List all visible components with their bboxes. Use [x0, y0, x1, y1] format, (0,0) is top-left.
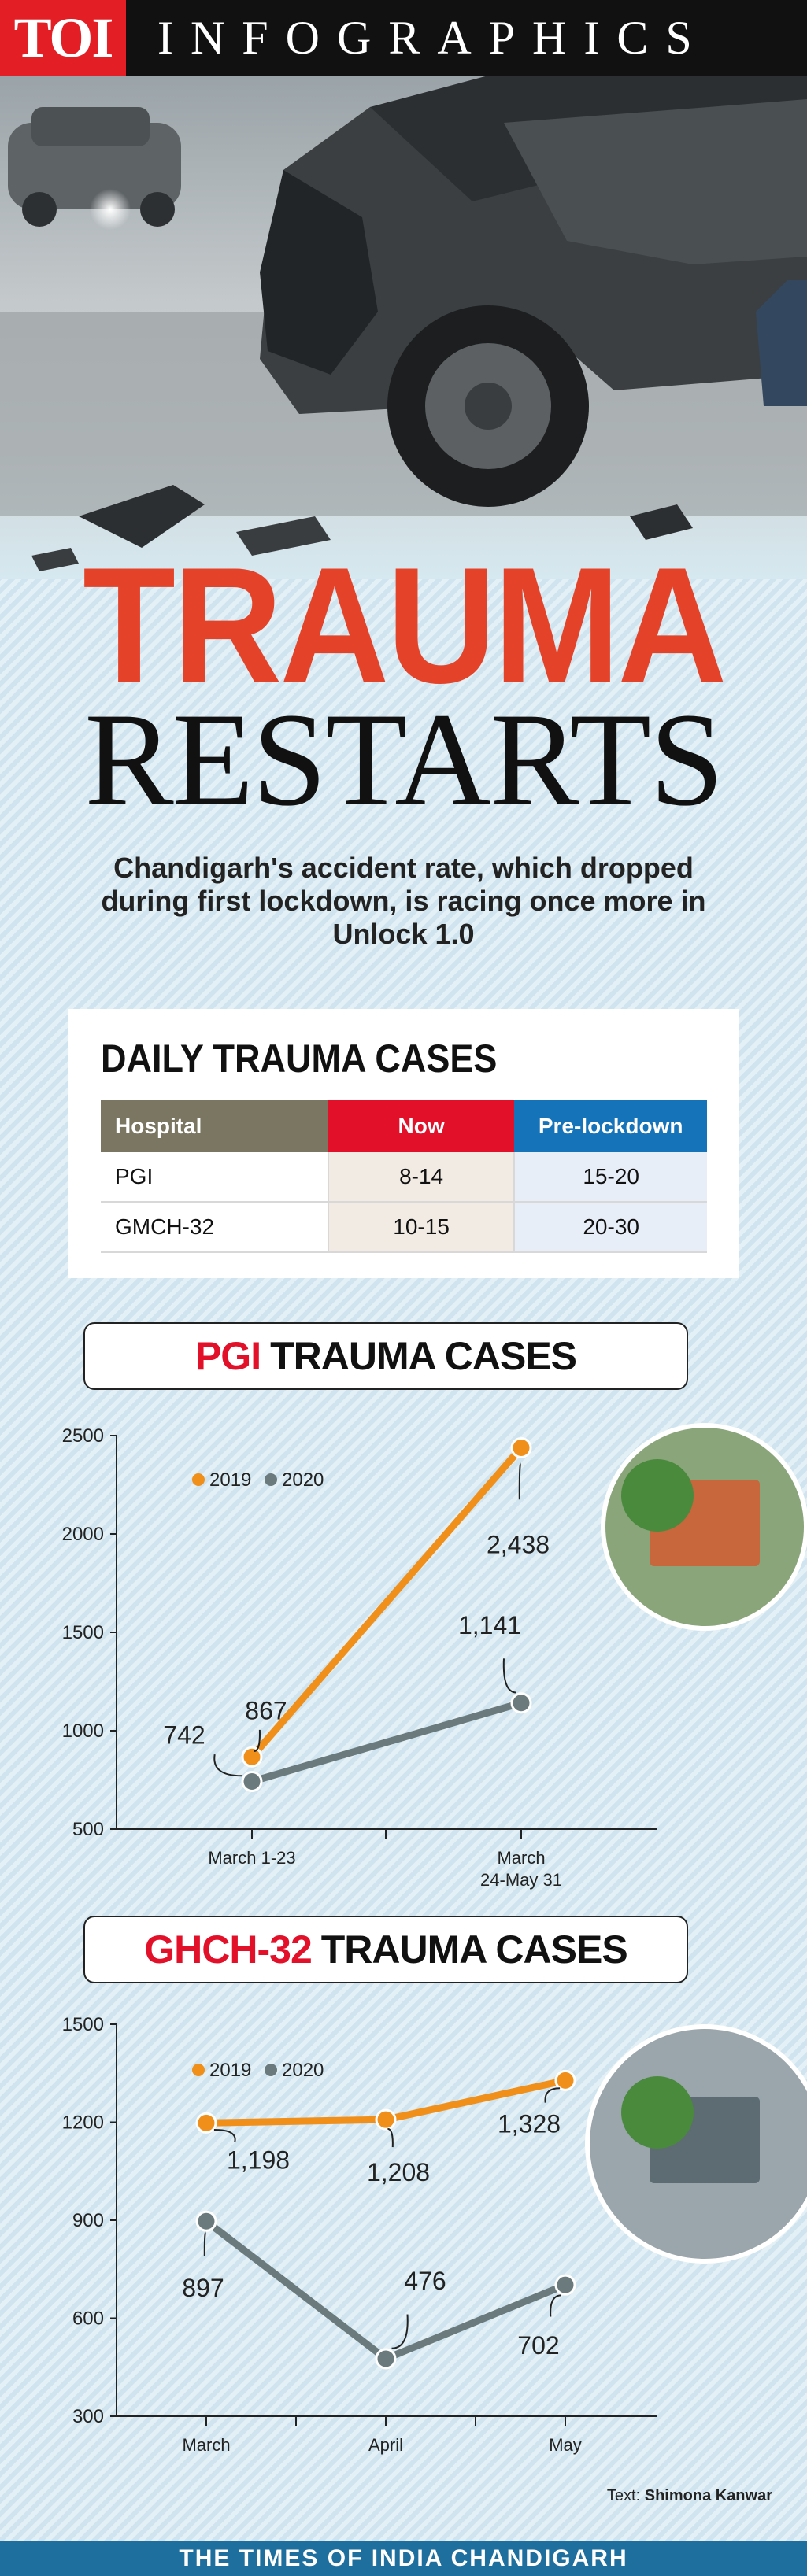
credit: Text: Shimona Kanwar	[607, 2487, 772, 2505]
x-tick-label: May	[549, 2435, 582, 2455]
legend-label: 2019	[209, 1469, 251, 1491]
header-pre-lockdown: Pre-lockdown	[514, 1100, 707, 1152]
pgi-chart-banner: PGI TRAUMA CASES	[83, 1322, 688, 1390]
cell-now: 10-15	[327, 1202, 515, 1253]
credit-prefix: Text:	[606, 2487, 641, 2504]
data-label-2019: 1,198	[227, 2145, 290, 2174]
callout-arrow	[387, 2127, 394, 2148]
data-label-2020: 897	[182, 2274, 224, 2302]
data-point-2019	[375, 2108, 397, 2131]
credit-name: Shimona Kanwar	[644, 2487, 772, 2504]
gmch-banner-red: GHCH-32	[144, 1927, 312, 1972]
data-point-2019	[554, 2069, 576, 2091]
header-bar: TOI INFOGRAPHICS	[0, 0, 807, 76]
x-tick-label: March	[497, 1848, 545, 1868]
x-tick-label: March	[182, 2435, 230, 2455]
y-tick-label: 2500	[62, 1425, 104, 1447]
data-label-2020: 742	[163, 1721, 205, 1750]
data-point-2020	[241, 1771, 263, 1792]
data-label-2020: 702	[517, 2331, 559, 2360]
table-row: GMCH-32 10-15 20-30	[101, 1202, 707, 1253]
header-now: Now	[328, 1100, 515, 1152]
x-tick-label: April	[368, 2435, 403, 2455]
footer-bar: THE TIMES OF INDIA CHANDIGARH	[0, 2541, 807, 2576]
cell-pre-lockdown: 20-30	[513, 1202, 707, 1253]
data-point-2020	[195, 2210, 217, 2232]
y-tick-label: 500	[72, 1819, 104, 1840]
callout-arrow	[254, 1729, 261, 1753]
gmch-trauma-chart: 300 600 900 1200 1500 March April May 2019 2020 1,…	[62, 2014, 807, 2455]
series-line-2019	[249, 1445, 524, 1760]
callout-arrow	[518, 1462, 522, 1500]
callout-arrow	[213, 1754, 242, 1777]
legend-label: 2020	[282, 2060, 324, 2081]
data-point-2020	[554, 2274, 576, 2296]
y-tick-label: 2000	[62, 1524, 104, 1545]
data-point-2019	[510, 1437, 532, 1458]
headline-line2: RESTARTS	[84, 686, 724, 833]
table-title: DAILY TRAUMA CASES	[101, 1037, 498, 1081]
cell-now: 8-14	[327, 1152, 515, 1203]
headline-line1: TRAUMA	[83, 533, 727, 718]
legend-marker	[192, 1473, 205, 1486]
data-label-2019: 1,208	[367, 2158, 430, 2186]
toi-logo: TOI	[0, 0, 126, 76]
legend-label: 2019	[209, 2060, 251, 2081]
pgi-banner-red: PGI	[194, 1334, 261, 1378]
cell-hospital: PGI	[101, 1152, 328, 1203]
callout-arrow	[213, 2129, 236, 2142]
callout-arrow	[550, 2294, 561, 2317]
gmch-chart-banner: GHCH-32 TRAUMA CASES	[83, 1916, 688, 1983]
table-header-row: Hospital Now Pre-lockdown	[101, 1100, 707, 1152]
subtitle: Chandigarh's accident rate, which droppe…	[101, 852, 706, 951]
series-line-2020	[250, 1699, 523, 1785]
header-title: INFOGRAPHICS	[157, 11, 709, 64]
y-tick-label: 900	[72, 2210, 104, 2231]
gmch-banner-rest: TRAUMA CASES	[320, 1927, 628, 1972]
daily-trauma-table: Hospital Now Pre-lockdown PGI 8-14 15-20…	[101, 1100, 707, 1253]
tree-icon	[621, 2076, 694, 2149]
data-label-2019: 867	[245, 1696, 287, 1724]
callout-arrow	[203, 2231, 207, 2257]
legend-label: 2020	[282, 1469, 324, 1491]
data-label-2020: 1,141	[458, 1611, 521, 1639]
series-line-2020	[204, 2218, 567, 2363]
tree-icon	[621, 1459, 694, 1532]
x-tick-label: 24-May 31	[480, 1870, 562, 1890]
legend-marker	[192, 2064, 205, 2076]
y-tick-label: 1000	[62, 1720, 104, 1742]
y-tick-label: 1500	[62, 2014, 104, 2035]
legend-marker	[265, 1473, 277, 1486]
callout-arrow	[544, 2087, 561, 2103]
y-tick-label: 1500	[62, 1622, 104, 1643]
legend-marker	[265, 2064, 277, 2076]
pgi-trauma-chart: 500 1000 1500 2000 2500 March 1-23 March24-May…	[62, 1423, 807, 1890]
y-tick-label: 300	[72, 2406, 104, 2427]
callout-arrow	[502, 1658, 517, 1694]
data-label-2019: 1,328	[498, 2109, 561, 2138]
daily-trauma-table-card: DAILY TRAUMA CASES Hospital Now Pre-lock…	[68, 1009, 739, 1278]
data-label-2019: 2,438	[487, 1531, 550, 1559]
data-label-2020: 476	[404, 2267, 446, 2295]
pgi-banner-rest: TRAUMA CASES	[270, 1334, 577, 1378]
data-point-2020	[510, 1692, 532, 1714]
y-tick-label: 600	[72, 2308, 104, 2330]
header-hospital: Hospital	[101, 1100, 328, 1152]
crashed-car-photo	[0, 76, 807, 579]
cell-hospital: GMCH-32	[101, 1202, 328, 1253]
y-tick-label: 1200	[62, 2112, 104, 2134]
x-tick-label: March 1-23	[208, 1848, 295, 1868]
data-point-2020	[375, 2348, 397, 2370]
callout-arrow	[391, 2314, 409, 2349]
data-point-2019	[195, 2112, 217, 2134]
cell-pre-lockdown: 15-20	[513, 1152, 707, 1203]
data-point-2019	[241, 1746, 263, 1768]
table-row: PGI 8-14 15-20	[101, 1152, 707, 1203]
